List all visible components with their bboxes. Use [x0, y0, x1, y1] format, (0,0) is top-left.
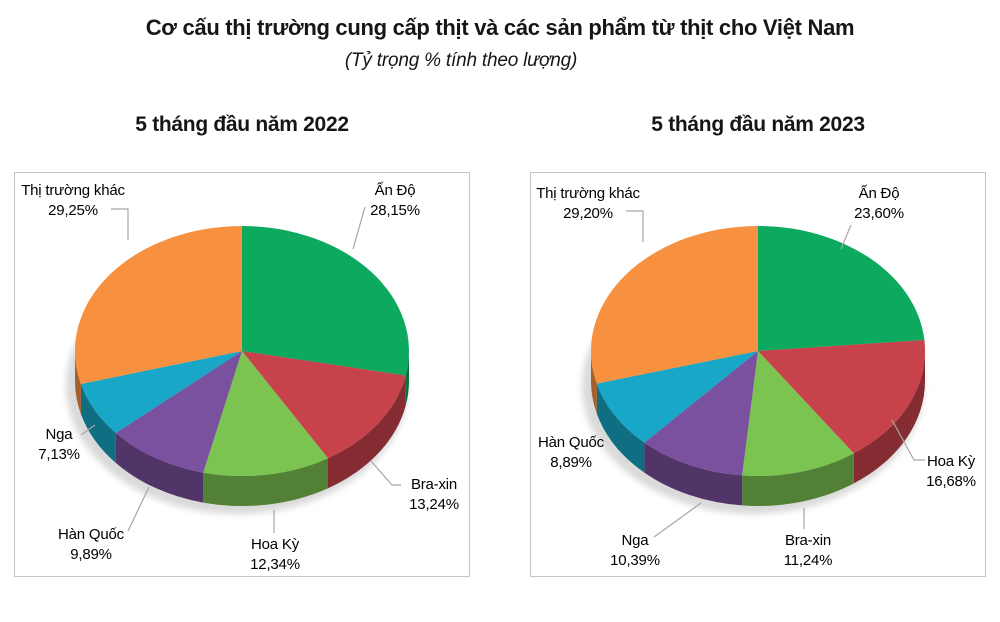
chart-2022-title: 5 tháng đầu năm 2022	[135, 113, 349, 136]
pie-rim-2	[203, 458, 328, 507]
leader-line-5	[370, 460, 401, 486]
leader-line-3	[127, 486, 150, 532]
slice-label-thi-truong-khac-2023: Thị trường khác 29,20%	[531, 184, 645, 224]
slice-value: 12,34%	[250, 556, 300, 573]
pie-slice-0	[758, 226, 925, 351]
slice-value: 10,39%	[610, 552, 660, 569]
slice-name: Hoa Kỳ	[251, 536, 299, 553]
pie-slice-3	[115, 351, 242, 473]
slice-name: Hàn Quốc	[58, 526, 124, 543]
slice-name: Hoa Kỳ	[927, 453, 975, 470]
pie-slice-5	[74, 226, 242, 384]
chart-2023-plot-area: Thị trường khác 29,20% Ấn Độ 23,60% Hàn …	[530, 172, 986, 577]
pie-rim-1	[853, 351, 925, 484]
slice-value: 29,20%	[563, 205, 613, 222]
slice-name: Thị trường khác	[21, 182, 125, 199]
slice-name: Bra-xin	[410, 476, 458, 493]
slice-value: 9,89%	[70, 546, 112, 563]
chart-2023: 5 tháng đầu năm 2023 Thị trường khác 29,…	[530, 73, 986, 577]
slice-value: 13,24%	[409, 496, 459, 513]
slice-name: Thị trường khác	[536, 185, 640, 202]
slice-name: Ấn Độ	[374, 182, 416, 199]
pie-slice-2	[203, 351, 328, 477]
slice-value: 23,60%	[854, 205, 904, 222]
slice-name: Hàn Quốc	[538, 434, 604, 451]
pie-rim-0	[405, 351, 409, 406]
slice-label-an-do-2023: Ấn Độ 23,60%	[819, 184, 939, 224]
pie-slice-5	[591, 226, 758, 384]
pie-slice-3	[644, 351, 758, 476]
pie-rim-3	[115, 433, 204, 503]
pie-chart-2023	[582, 210, 926, 538]
leader-line-0	[626, 210, 644, 242]
chart-2023-title: 5 tháng đầu năm 2023	[651, 113, 865, 136]
pie-rim-3	[644, 442, 743, 506]
slice-label-an-do-2022: Ấn Độ 28,15%	[335, 181, 455, 221]
main-subtitle: (Tỷ trọng % tính theo lượng)	[344, 50, 578, 71]
pie-chart-2022	[66, 206, 409, 533]
slice-name: Nga	[45, 426, 73, 443]
pie-slice-1	[758, 340, 926, 454]
leader-line-4	[891, 419, 925, 461]
slice-label-bra-xin-2022: Bra-xin 13,24%	[374, 475, 494, 515]
pie-rim-5	[591, 351, 597, 414]
chart-2022-plot-area: Thị trường khác 29,25% Ấn Độ 28,15% Nga …	[14, 172, 470, 577]
slice-value: 29,25%	[48, 202, 98, 219]
pie-rim-1	[328, 375, 406, 489]
pie-slice-1	[242, 351, 406, 459]
leader-line-1	[840, 224, 852, 250]
main-title: Cơ cấu thị trường cung cấp thịt và các s…	[145, 15, 855, 40]
pie-rim-4	[596, 383, 645, 473]
slice-label-nga-2022: Nga 7,13%	[1, 425, 117, 465]
pie-rim-2	[742, 453, 854, 506]
leader-line-2	[80, 424, 96, 436]
slice-value: 16,68%	[926, 473, 976, 490]
slice-name: Bra-xin	[784, 532, 832, 549]
infographic-page: Cơ cấu thị trường cung cấp thịt và các s…	[0, 14, 1000, 622]
pie-slice-4	[80, 351, 243, 433]
slice-label-hoa-ky-2022: Hoa Kỳ 12,34%	[215, 535, 335, 575]
pie-slice-0	[242, 226, 409, 376]
slice-label-han-quoc-2022: Hàn Quốc 9,89%	[31, 525, 151, 565]
slice-label-han-quoc-2023: Hàn Quốc 8,89%	[513, 433, 629, 473]
pie-rim-4	[80, 384, 116, 463]
slice-name: Nga	[621, 532, 649, 549]
slice-value: 7,13%	[38, 446, 80, 463]
slice-label-bra-xin-2023: Bra-xin 11,24%	[748, 531, 868, 571]
slice-value: 28,15%	[370, 202, 420, 219]
slice-value: 8,89%	[550, 454, 592, 471]
slice-label-nga-2023: Nga 10,39%	[575, 531, 695, 571]
chart-2022: 5 tháng đầu năm 2022 Thị trường khác 29,…	[14, 73, 470, 577]
pie-slice-4	[596, 351, 758, 443]
pie-slice-2	[742, 351, 854, 476]
leader-line-0	[111, 208, 129, 240]
leader-line-1	[352, 206, 366, 250]
slice-name: Ấn Độ	[858, 185, 900, 202]
leader-line-2	[653, 502, 702, 538]
charts-row: 5 tháng đầu năm 2022 Thị trường khác 29,…	[0, 73, 1000, 577]
pie-rim-5	[74, 351, 81, 414]
slice-label-hoa-ky-2023: Hoa Kỳ 16,68%	[891, 452, 1000, 492]
slice-value: 11,24%	[783, 552, 833, 569]
slice-label-thi-truong-khac-2022: Thị trường khác 29,25%	[15, 181, 131, 221]
